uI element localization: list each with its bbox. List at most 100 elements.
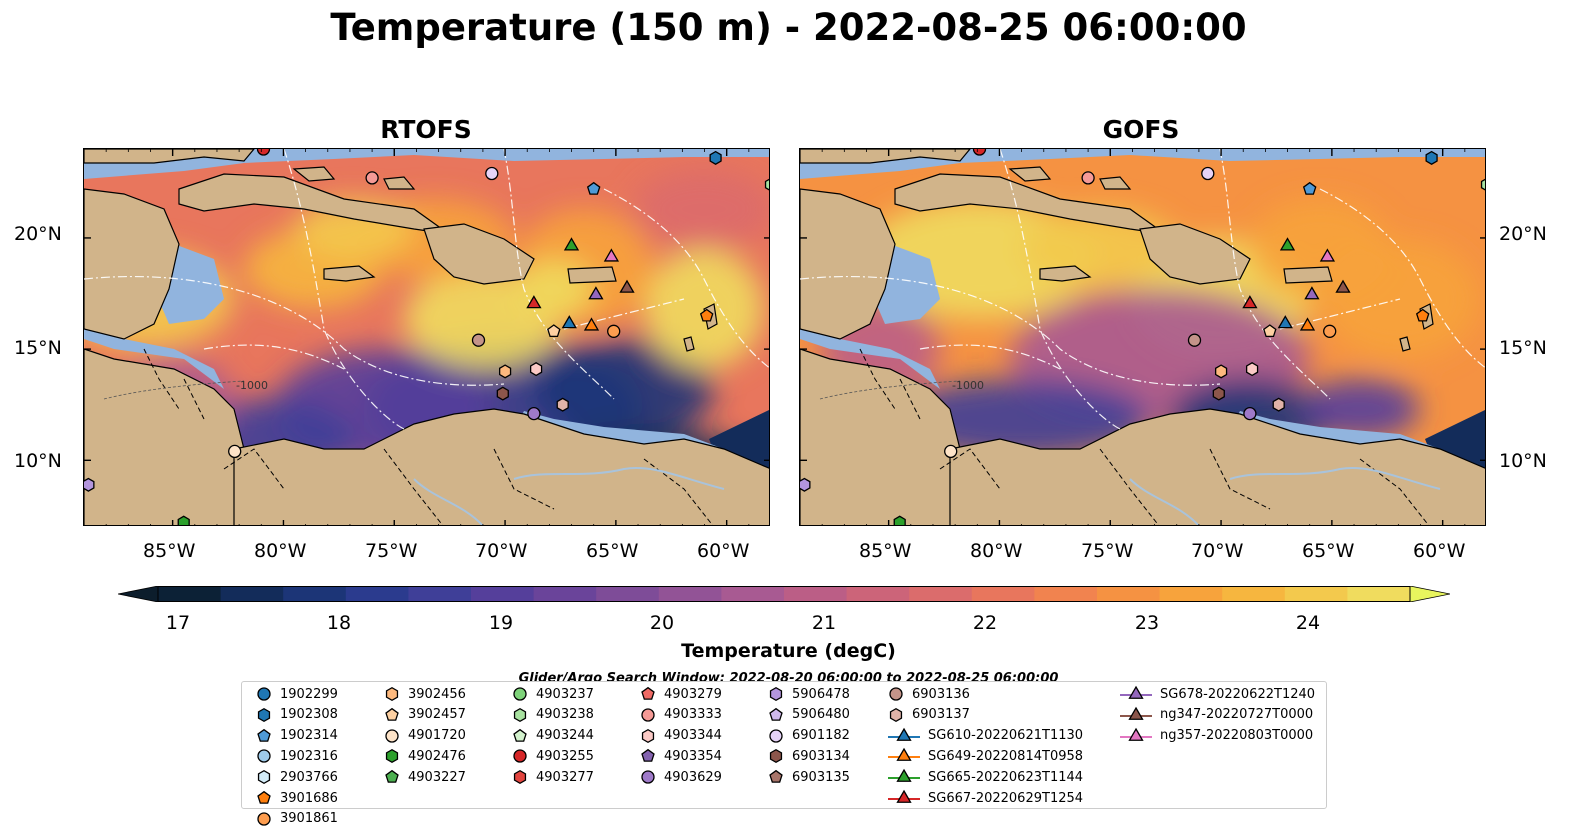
legend-entry: 4902476 xyxy=(382,746,466,766)
marker-SG610-20220621T1130[interactable] xyxy=(1277,315,1293,329)
legend-entry: 4901720 xyxy=(382,726,466,746)
country-border xyxy=(643,458,714,525)
marker-3901686[interactable] xyxy=(699,308,714,322)
circle-icon xyxy=(257,749,271,764)
marker-3902456[interactable] xyxy=(1214,364,1228,379)
marker-3901686[interactable] xyxy=(1415,308,1430,322)
map-graphic: -1000 xyxy=(84,149,770,526)
marker-SG678-20220622T1240[interactable] xyxy=(588,286,604,300)
marker-4902476[interactable] xyxy=(893,515,906,526)
legend-entry-label: 4903629 xyxy=(664,769,722,785)
axis-ticks xyxy=(800,149,1485,525)
marker-ng347-20220727T0000[interactable] xyxy=(619,279,635,293)
hexagon-icon xyxy=(257,770,271,785)
marker-5906478[interactable] xyxy=(84,477,95,492)
colorbar-outline xyxy=(157,586,1411,602)
legend-entry-label: 1902316 xyxy=(280,748,338,764)
land-mass xyxy=(292,166,336,182)
marker-6901182[interactable] xyxy=(1201,166,1215,181)
marker-SG665-20220623T1144[interactable] xyxy=(563,237,580,251)
marker-4903344[interactable] xyxy=(529,362,543,377)
marker-4901720[interactable] xyxy=(944,444,958,459)
marker-4903333[interactable] xyxy=(365,171,379,185)
land-mass xyxy=(567,266,617,284)
legend-entry-label: 4902476 xyxy=(408,748,466,764)
contour-label: -1000 xyxy=(236,379,268,392)
marker-4903255[interactable] xyxy=(972,149,987,156)
marker-6903136[interactable] xyxy=(471,333,486,347)
temperature-anomaly xyxy=(634,169,769,249)
map-graphic: -1000 xyxy=(800,149,1486,526)
hexagon-marker xyxy=(1212,386,1225,401)
marker-4903333[interactable] xyxy=(1081,171,1095,185)
pentagon-icon xyxy=(385,770,399,783)
map-panel-rtofs[interactable]: -1000 xyxy=(83,148,770,526)
legend-entry-label: 6901182 xyxy=(792,728,850,744)
pentagon-marker xyxy=(769,707,783,721)
marker-3902457[interactable] xyxy=(1263,324,1277,338)
marker-4901720[interactable] xyxy=(228,444,242,459)
marker-3901861[interactable] xyxy=(1323,324,1337,338)
marker-4902476[interactable] xyxy=(177,515,190,526)
marker-6903134[interactable] xyxy=(1212,386,1225,401)
land-mass xyxy=(1283,266,1333,284)
legend-entry: ng347-20220727T0000 xyxy=(1118,705,1313,725)
marker-SG667-20220629T1254[interactable] xyxy=(526,295,542,309)
circle-marker xyxy=(641,770,655,784)
marker-4903238[interactable] xyxy=(764,178,770,191)
eez-boundary xyxy=(1279,298,1401,330)
lon-tick-gofs: 75°W xyxy=(1081,540,1134,562)
triangle-marker xyxy=(1277,315,1293,329)
marker-SG649-20220814T0958[interactable] xyxy=(1299,317,1316,331)
marker-3902457[interactable] xyxy=(547,324,561,338)
temperature-anomaly xyxy=(534,339,714,439)
marker-6903134[interactable] xyxy=(496,386,509,401)
marker-4903629[interactable] xyxy=(1243,406,1257,421)
shelf-area xyxy=(84,149,769,179)
marker-3902456[interactable] xyxy=(498,364,512,379)
legend-entry-label: 4903344 xyxy=(664,728,722,744)
triangle-marker xyxy=(561,315,577,329)
marker-SG665-20220623T1144[interactable] xyxy=(1279,237,1296,251)
colorbar-tick: 19 xyxy=(488,612,514,634)
legend-entry: 4903255 xyxy=(510,746,594,766)
marker-1902314[interactable] xyxy=(586,181,601,195)
triangle-marker xyxy=(588,286,604,300)
marker-ng347-20220727T0000[interactable] xyxy=(1335,279,1351,293)
marker-ng357-20220803T0000[interactable] xyxy=(1319,248,1336,262)
marker-4903344[interactable] xyxy=(1245,362,1259,377)
marker-4903629[interactable] xyxy=(527,406,541,421)
marker-5906478[interactable] xyxy=(800,477,811,492)
eez-boundary xyxy=(1319,188,1485,369)
land-mass xyxy=(1099,176,1132,190)
marker-ng357-20220803T0000[interactable] xyxy=(603,248,620,262)
marker-1902308[interactable] xyxy=(709,150,722,165)
legend-entry: 6901182 xyxy=(766,726,850,746)
colorbar-tick: 17 xyxy=(165,612,191,634)
marker-4903238[interactable] xyxy=(1480,178,1486,191)
marker-6903137[interactable] xyxy=(1272,397,1285,412)
marker-1902308[interactable] xyxy=(1425,150,1438,165)
colorbar-segment xyxy=(1034,586,1098,602)
triangle-marker xyxy=(1279,237,1296,251)
marker-6903137[interactable] xyxy=(556,397,569,412)
marker-1902314[interactable] xyxy=(1302,181,1317,195)
triangle-marker xyxy=(619,279,635,293)
legend-entry-label: 4903354 xyxy=(664,748,722,764)
marker-SG667-20220629T1254[interactable] xyxy=(1242,295,1258,309)
shelf-area xyxy=(800,324,940,389)
marker-SG610-20220621T1130[interactable] xyxy=(561,315,577,329)
legend-entry: 2903766 xyxy=(254,767,338,787)
marker-3901861[interactable] xyxy=(607,324,621,338)
triangle-marker xyxy=(1242,295,1258,309)
circle-marker xyxy=(1201,166,1215,181)
marker-4903255[interactable] xyxy=(256,149,271,156)
marker-6903136[interactable] xyxy=(1187,333,1202,347)
map-panel-gofs[interactable]: -1000 xyxy=(799,148,1486,526)
colorbar-segment xyxy=(658,586,722,602)
legend-entry-label: 1902308 xyxy=(280,707,338,723)
marker-SG678-20220622T1240[interactable] xyxy=(1304,286,1320,300)
legend-entry-label: SG678-20220622T1240 xyxy=(1160,686,1316,702)
marker-6901182[interactable] xyxy=(485,166,499,181)
marker-SG649-20220814T0958[interactable] xyxy=(583,317,600,331)
